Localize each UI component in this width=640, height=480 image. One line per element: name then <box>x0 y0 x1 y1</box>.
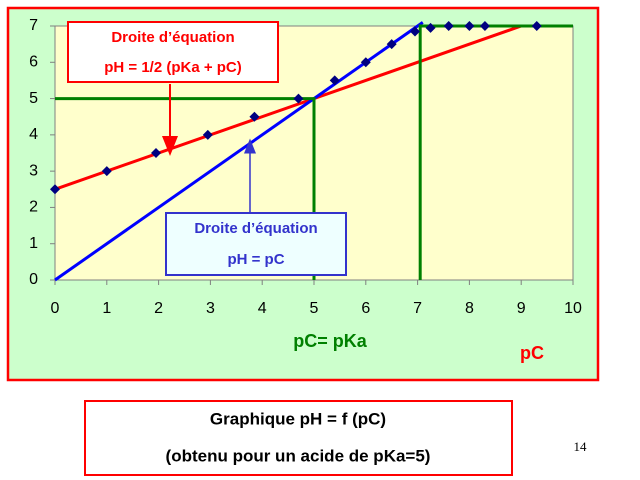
point <box>329 75 340 86</box>
point <box>531 21 542 31</box>
x-tick-label: 6 <box>361 300 370 317</box>
point <box>410 26 421 37</box>
annotation: Droite d’équation <box>194 220 317 237</box>
point <box>293 93 304 104</box>
x-tick-label: 3 <box>206 300 215 317</box>
y-tick-label: 1 <box>29 235 38 252</box>
x-tick-label: 1 <box>102 300 111 317</box>
y-tick-label: 6 <box>29 54 38 71</box>
annotation-box <box>165 212 347 276</box>
point <box>249 111 260 122</box>
annotation-box <box>67 21 279 83</box>
point <box>202 129 213 140</box>
annotation: pH = 1/2 (pKa + pC) <box>104 59 242 76</box>
y-tick-label: 4 <box>29 126 38 143</box>
point <box>101 166 112 177</box>
page-number: 14 <box>574 439 588 454</box>
x-tick-label: 5 <box>310 300 319 317</box>
annotation: Droite d’équation <box>111 29 234 46</box>
y-tick-label: 7 <box>29 17 38 34</box>
point <box>425 22 436 33</box>
y-tick-label: 5 <box>29 90 38 107</box>
point <box>386 39 397 50</box>
x-tick-label: 4 <box>258 300 267 317</box>
y-tick-label: 0 <box>29 271 38 288</box>
caption-box <box>84 400 513 476</box>
line <box>54 21 424 282</box>
x-tick-label: 9 <box>517 300 526 317</box>
caption: (obtenu pour un acide de pKa=5) <box>166 446 431 465</box>
annotation: pH = pC <box>227 251 284 268</box>
point <box>479 21 490 31</box>
y-tick-label: 2 <box>29 199 38 216</box>
x-tick-label: 7 <box>413 300 422 317</box>
x-tick-label: 10 <box>564 300 582 317</box>
point <box>464 21 475 31</box>
x-axis-label: pC <box>520 343 544 363</box>
line <box>418 24 573 280</box>
point <box>360 57 371 68</box>
point <box>151 148 162 158</box>
point <box>443 21 454 31</box>
caption: Graphique pH = f (pC) <box>210 409 386 428</box>
x-tick-label: 0 <box>51 300 60 317</box>
annotation: pC= pKa <box>293 331 368 351</box>
y-tick-label: 3 <box>29 162 38 179</box>
x-tick-label: 8 <box>465 300 474 317</box>
x-tick-label: 2 <box>154 300 163 317</box>
line <box>54 24 522 191</box>
point <box>50 184 60 195</box>
